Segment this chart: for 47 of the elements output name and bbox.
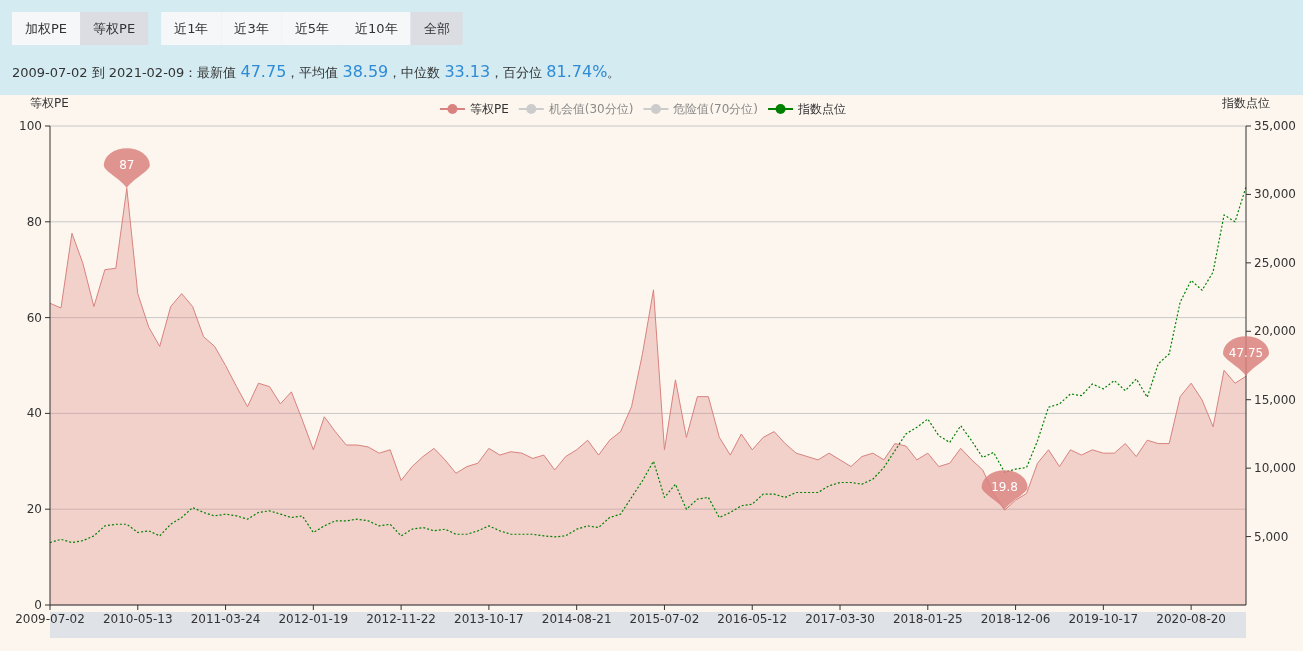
y-axis-title: 等权PE <box>30 96 69 110</box>
legend-label: 等权PE <box>469 102 509 116</box>
text: 机会值(30分位) <box>548 102 634 116</box>
y-tick-label: 40 <box>26 406 42 421</box>
y2-axis-title: 指数点位 <box>1221 96 1270 110</box>
y2-tick-label: 15,000 <box>1254 392 1296 407</box>
legend-label: 指数点位 <box>797 102 847 116</box>
y-tick-label: 0 <box>34 598 42 612</box>
x-tick-label: 2013-10-17 <box>454 612 524 626</box>
x-tick-label: 2019-10-17 <box>1068 612 1139 626</box>
button: 近10年 <box>341 12 411 45</box>
x-tick-label: 2009-07-02 <box>15 612 85 626</box>
x-tick-label: 2014-08-21 <box>541 612 612 626</box>
button: 加权PE <box>12 12 81 45</box>
y-tick-label: 60 <box>26 310 42 325</box>
y2-tick-label: 20,000 <box>1254 324 1296 339</box>
annotation: 47.75 <box>1228 346 1264 361</box>
button: 全部 <box>410 12 463 45</box>
x-tick-label: 2012-11-22 <box>366 612 436 626</box>
button: 等权PE <box>80 12 149 45</box>
annotation: 87 <box>119 158 135 173</box>
button: 近1年 <box>161 12 222 45</box>
annotation: 87 <box>103 148 150 189</box>
x-tick-label: 2011-03-24 <box>190 612 261 626</box>
text: 2009-07-02 到 2021-02-09：最新值 47.75，平均值 38.59，中位数 33.13，百分位 81.74%。 <box>12 62 621 81</box>
x-tick-label: 2015-07-02 <box>629 612 700 626</box>
y-tick-label: 80 <box>26 214 42 229</box>
y2-tick-label: 10,000 <box>1254 461 1296 476</box>
annotation: 47.75 <box>1223 336 1269 377</box>
y2-tick-label: 30,000 <box>1254 187 1296 202</box>
x-tick-label: 2018-12-06 <box>980 612 1051 626</box>
x-tick-label: 2012-01-19 <box>278 612 349 626</box>
annotation: 19.8 <box>991 480 1018 495</box>
y-tick-label: 100 <box>19 119 42 133</box>
x-tick-label: 2020-08-20 <box>1156 612 1227 626</box>
annotation: 19.8 <box>981 470 1028 511</box>
x-tick-label: 2017-03-30 <box>805 612 875 626</box>
y2-tick-label: 5,000 <box>1254 529 1289 544</box>
y-tick-label: 20 <box>26 502 42 517</box>
x-tick-label: 2018-01-25 <box>892 612 963 626</box>
x-tick-label: 2016-05-12 <box>717 612 788 626</box>
button: 近5年 <box>281 12 342 45</box>
button: 近3年 <box>221 12 282 45</box>
y2-tick-label: 25,000 <box>1254 255 1296 270</box>
text: 危险值(70分位) <box>673 102 759 116</box>
x-tick-label: 2010-05-13 <box>102 612 173 626</box>
y2-tick-label: 35,000 <box>1254 119 1296 133</box>
